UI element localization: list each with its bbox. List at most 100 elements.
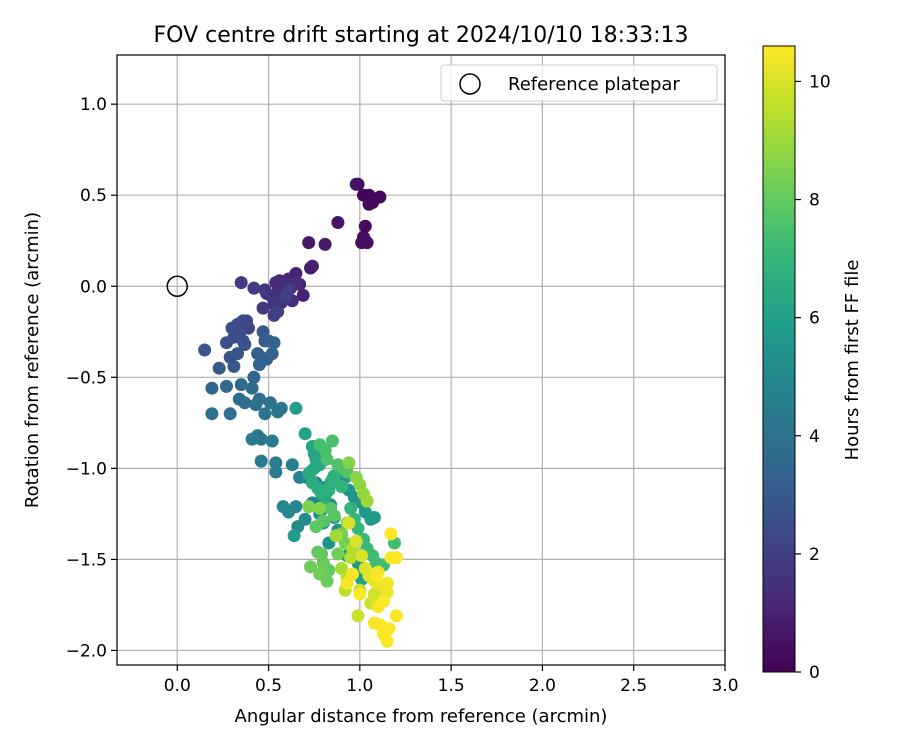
scatter-point [349, 177, 363, 191]
x-tick-label: 1.0 [346, 676, 373, 696]
x-tick-label: 1.5 [438, 676, 465, 696]
colorbar-gradient [762, 45, 796, 673]
scatter-point [327, 469, 341, 483]
legend-box [440, 64, 718, 102]
scatter-point [367, 511, 381, 524]
scatter-point [247, 281, 261, 295]
points-layer [166, 177, 403, 648]
legend-label-reference: Reference platepar [508, 74, 680, 95]
scatter-point [389, 609, 403, 623]
x-tick-label: 2.0 [529, 676, 556, 696]
scatter-point [245, 432, 259, 446]
scatter-point [287, 529, 301, 543]
colorbar-tick-label: 4 [809, 427, 820, 447]
scatter-point [389, 551, 403, 565]
y-tick-label: −0.5 [66, 368, 107, 388]
scatter-point [342, 456, 356, 470]
scatter-point [289, 401, 303, 415]
scatter-point [380, 576, 394, 590]
scatter-point [298, 427, 312, 441]
scatter-point [344, 551, 358, 565]
scatter-point [254, 432, 268, 446]
y-tick-label: −1.0 [66, 459, 107, 479]
scatter-point [335, 480, 349, 494]
colorbar-ticks: 0 2 4 6 8 10 [795, 72, 831, 683]
scatter-point [265, 434, 279, 448]
scatter-point [245, 381, 259, 395]
scatter-point [331, 547, 345, 561]
scatter-point [318, 237, 332, 251]
scatter-point [271, 305, 285, 319]
reference-platepar-marker [166, 275, 189, 298]
colorbar-tick-label: 6 [809, 309, 820, 329]
scatter-point [267, 336, 281, 350]
scatter-point [285, 458, 299, 472]
scatter-point [269, 456, 283, 470]
scatter-point [349, 534, 363, 548]
scatter-point [320, 452, 334, 466]
scatter-point [247, 370, 261, 384]
scatter-point [373, 190, 387, 204]
y-tick-label: 1.0 [80, 95, 107, 115]
scatter-point [265, 347, 279, 361]
scatter-point [225, 321, 239, 335]
x-tick-label: 0.5 [255, 676, 282, 696]
scatter-point [254, 454, 268, 468]
x-tick-label: 2.5 [620, 676, 647, 696]
scatter-point [327, 509, 341, 523]
scatter-point [302, 500, 316, 514]
y-tick-label: 0.0 [80, 277, 107, 297]
scatter-point [223, 407, 237, 421]
scatter-point [205, 381, 219, 395]
scatter-point [274, 401, 288, 415]
y-tick-label: −2.0 [66, 641, 107, 661]
y-tick-label: 0.5 [80, 186, 107, 206]
scatter-point [362, 197, 376, 211]
x-tick-label: 0.0 [164, 676, 191, 696]
legend-marker-reference [459, 73, 481, 95]
scatter-point [384, 527, 398, 541]
y-ticks: −2.0 −1.5 −1.0 −0.5 0.0 0.5 1.0 [66, 95, 117, 661]
plot-frame [116, 54, 726, 666]
scatter-point [305, 259, 319, 273]
y-tick-label: −1.5 [66, 550, 107, 570]
scatter-point [329, 529, 343, 543]
scatter-point [358, 219, 372, 233]
colorbar-tick-label: 8 [809, 191, 820, 211]
legend: Reference platepar [440, 64, 718, 102]
scatter-point [220, 379, 233, 393]
scatter-point [304, 560, 317, 574]
scatter-point [367, 616, 381, 630]
scatter-point [325, 434, 339, 448]
scatter-point [212, 361, 226, 375]
scatter-point [205, 407, 219, 421]
colorbar-tick-label: 0 [809, 663, 820, 683]
scatter-point [256, 301, 270, 315]
scatter-point [282, 505, 296, 519]
scatter-point [358, 234, 372, 248]
scatter-point [344, 501, 358, 515]
x-ticks: 0.0 0.5 1.0 1.5 2.0 2.5 3.0 [164, 665, 739, 696]
x-tick-label: 3.0 [711, 676, 738, 696]
scatter-point [252, 358, 266, 372]
scatter-point [258, 407, 272, 421]
scatter-point [380, 634, 394, 648]
colorbar: 0 2 4 6 8 10 Hours from first FF file [762, 45, 863, 683]
scatter-point [238, 338, 252, 351]
colorbar-tick-label: 2 [809, 545, 820, 565]
colorbar-label: Hours from first FF file [842, 260, 863, 461]
scatter-point [360, 494, 374, 508]
scatter-point [342, 516, 356, 530]
scatter-point [313, 501, 327, 515]
scatter-point [296, 288, 310, 302]
grid-layer [117, 55, 726, 665]
y-axis-label: Rotation from reference (arcmin) [22, 212, 43, 508]
scatter-point [258, 283, 272, 297]
colorbar-tick-label: 10 [809, 72, 831, 92]
scatter-point [331, 216, 345, 229]
scatter-point [234, 276, 248, 290]
x-axis-label: Angular distance from reference (arcmin) [235, 706, 608, 727]
